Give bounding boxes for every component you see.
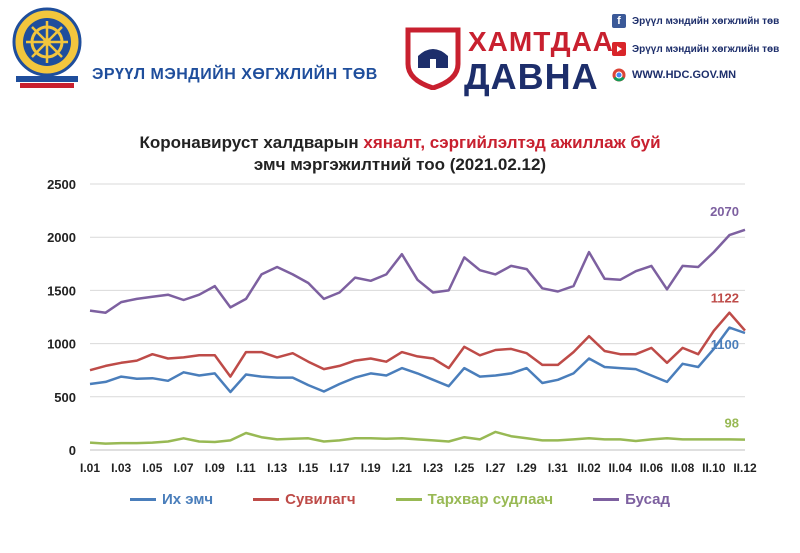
contact-facebook-text: Эрүүл мэндийн хөгжлийн төв (632, 15, 780, 27)
y-tick-label: 2500 (47, 177, 76, 192)
x-tick-label: II.02 (577, 461, 601, 475)
youtube-icon (612, 42, 626, 56)
legend-swatch (253, 498, 280, 501)
x-tick-label: II.12 (733, 461, 757, 475)
legend-item: Бусад (593, 491, 670, 508)
x-tick-label: I.29 (517, 461, 537, 475)
series-line (89, 228, 746, 314)
x-tick-label: I.15 (298, 461, 318, 475)
contact-website[interactable]: WWW.HDC.GOV.MN (612, 66, 736, 84)
x-tick-label: I.13 (267, 461, 287, 475)
chart-title-line-1: Коронавируст халдварын хяналт, сэргийлэл… (0, 133, 800, 153)
facebook-icon: f (612, 14, 626, 28)
x-tick-label: II.06 (640, 461, 664, 475)
x-tick-label: I.01 (80, 461, 100, 475)
legend-label: Тархвар судлаач (427, 491, 554, 508)
x-tick-label: I.17 (330, 461, 350, 475)
legend-item: Тархвар судлаач (395, 491, 554, 508)
contact-website-text: WWW.HDC.GOV.MN (632, 69, 737, 81)
chrome-icon (612, 68, 626, 82)
y-tick-label: 2000 (47, 230, 76, 245)
series-line (89, 311, 746, 378)
header: ЭРҮҮЛ МЭНДИЙН ХӨГЖЛИЙН ТӨВ ХАМТДАА ДАВНА… (0, 0, 800, 110)
line-chart: 0 500 1000 1500 2000 2500 I.01 I.03 I.05 I.07 I.09… (47, 177, 757, 475)
series-end-label: 1122 (711, 291, 739, 306)
legend-label: Сувилагч (285, 491, 356, 508)
series-end-label: 2070 (710, 204, 739, 219)
y-tick-label: 1500 (47, 283, 76, 298)
contact-youtube[interactable]: Эрүүл мэндийн хөгжлийн төв (612, 40, 779, 58)
x-tick-label: I.05 (142, 461, 162, 475)
series-line (89, 430, 746, 445)
legend-item: Их эмч (129, 491, 214, 508)
y-tick-label: 0 (69, 443, 76, 458)
contact-youtube-text: Эрүүл мэндийн хөгжлийн төв (632, 43, 780, 55)
y-tick-label: 500 (54, 390, 76, 405)
organization-logo-icon (12, 7, 82, 88)
x-tick-label: I.07 (174, 461, 194, 475)
legend-swatch (129, 498, 156, 501)
x-tick-label: I.09 (205, 461, 225, 475)
x-tick-label: I.21 (392, 461, 412, 475)
legend-item: Сувилагч (253, 491, 356, 508)
legend-swatch (395, 498, 422, 501)
chart-title-line-2: эмч мэргэжилтний тоо (2021.02.12) (253, 155, 547, 174)
legend-label: Бусад (625, 491, 671, 508)
series-line (89, 326, 746, 394)
x-tick-label: I.19 (361, 461, 381, 475)
contact-facebook[interactable]: f Эрүүл мэндийн хөгжлийн төв (612, 12, 779, 30)
x-tick-label: I.27 (485, 461, 505, 475)
chart-title-highlight: хяналт, сэргийлэлтэд ажиллаж буй (363, 133, 661, 152)
x-tick-label: I.23 (423, 461, 443, 475)
organization-name: ЭРҮҮЛ МЭНДИЙН ХӨГЖЛИЙН ТӨВ (92, 66, 378, 83)
series-end-label: 1100 (711, 337, 739, 352)
x-tick-label: II.10 (702, 461, 726, 475)
x-tick-label: I.03 (111, 461, 131, 475)
chart-title-part: Коронавируст халдварын (139, 133, 364, 152)
ger-shield-icon (405, 27, 461, 90)
x-tick-label: II.08 (671, 461, 695, 475)
x-tick-label: I.31 (548, 461, 568, 475)
legend-swatch (593, 498, 620, 501)
chart-legend: Их эмч Сувилагч Тархвар судлаач Бусад (0, 491, 800, 508)
x-tick-label: I.11 (236, 461, 256, 475)
y-tick-label: 1000 (47, 337, 76, 352)
legend-label: Их эмч (161, 491, 214, 508)
series-end-label: 98 (725, 416, 739, 431)
badge-text-top: ХАМТДАА (468, 26, 615, 57)
x-tick-label: I.25 (454, 461, 474, 475)
badge-text-bottom: ДАВНА (464, 56, 599, 97)
x-tick-label: II.04 (609, 461, 633, 475)
